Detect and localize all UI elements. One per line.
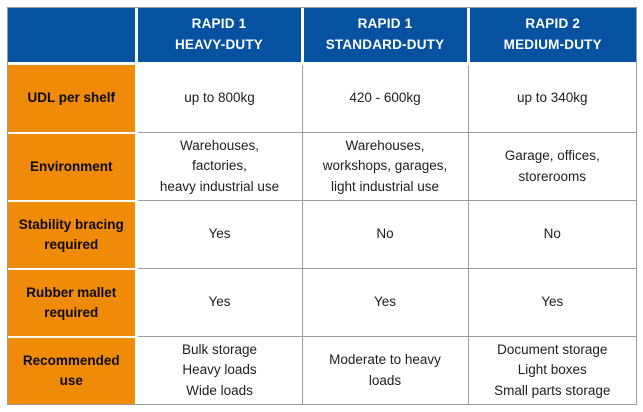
corner-cell <box>8 8 136 65</box>
cell-recommended-rapid1-heavy: Bulk storage Heavy loads Wide loads <box>135 336 303 404</box>
cell-udl-rapid1-heavy: up to 800kg <box>135 63 303 133</box>
row-environment: Environment Warehouses, factories, heavy… <box>8 131 636 201</box>
cell-recommended-rapid1-standard: Moderate to heavy loads <box>301 336 469 404</box>
cell-recommended-rapid2-medium: Document storage Light boxes Small parts… <box>467 336 636 404</box>
row-recommended-use: Recommended use Bulk storage Heavy loads… <box>8 335 636 404</box>
header-row: RAPID 1 HEAVY-DUTY RAPID 1 STANDARD-DUTY… <box>8 8 636 65</box>
row-header-recommended-use: Recommended use <box>8 335 138 404</box>
cell-stability-rapid2-medium: No <box>467 200 636 269</box>
product-comparison-table: RAPID 1 HEAVY-DUTY RAPID 1 STANDARD-DUTY… <box>8 8 636 404</box>
column-header-rapid2-medium-duty: RAPID 2 MEDIUM-DUTY <box>466 8 636 65</box>
row-header-rubber-mallet: Rubber mallet required <box>8 267 138 337</box>
cell-mallet-rapid1-standard: Yes <box>301 268 469 337</box>
cell-udl-rapid1-standard: 420 - 600kg <box>301 63 469 133</box>
cell-mallet-rapid1-heavy: Yes <box>135 268 303 337</box>
column-header-rapid1-standard-duty: RAPID 1 STANDARD-DUTY <box>300 8 468 65</box>
cell-udl-rapid2-medium: up to 340kg <box>467 63 636 133</box>
row-rubber-mallet: Rubber mallet required Yes Yes Yes <box>8 267 636 337</box>
cell-stability-rapid1-heavy: Yes <box>135 200 303 269</box>
cell-mallet-rapid2-medium: Yes <box>467 268 636 337</box>
row-header-environment: Environment <box>8 131 138 201</box>
comparison-table-frame: RAPID 1 HEAVY-DUTY RAPID 1 STANDARD-DUTY… <box>7 7 637 405</box>
cell-environment-rapid1-standard: Warehouses, workshops, garages, light in… <box>301 132 469 201</box>
row-udl-per-shelf: UDL per shelf up to 800kg 420 - 600kg up… <box>8 63 636 133</box>
row-stability-bracing: Stability bracing required Yes No No <box>8 199 636 269</box>
cell-environment-rapid1-heavy: Warehouses, factories, heavy industrial … <box>135 132 303 201</box>
cell-environment-rapid2-medium: Garage, offices, storerooms <box>467 132 636 201</box>
cell-stability-rapid1-standard: No <box>301 200 469 269</box>
column-header-rapid1-heavy-duty: RAPID 1 HEAVY-DUTY <box>134 8 302 65</box>
row-header-udl-per-shelf: UDL per shelf <box>8 63 138 133</box>
row-header-stability-bracing: Stability bracing required <box>8 199 138 269</box>
